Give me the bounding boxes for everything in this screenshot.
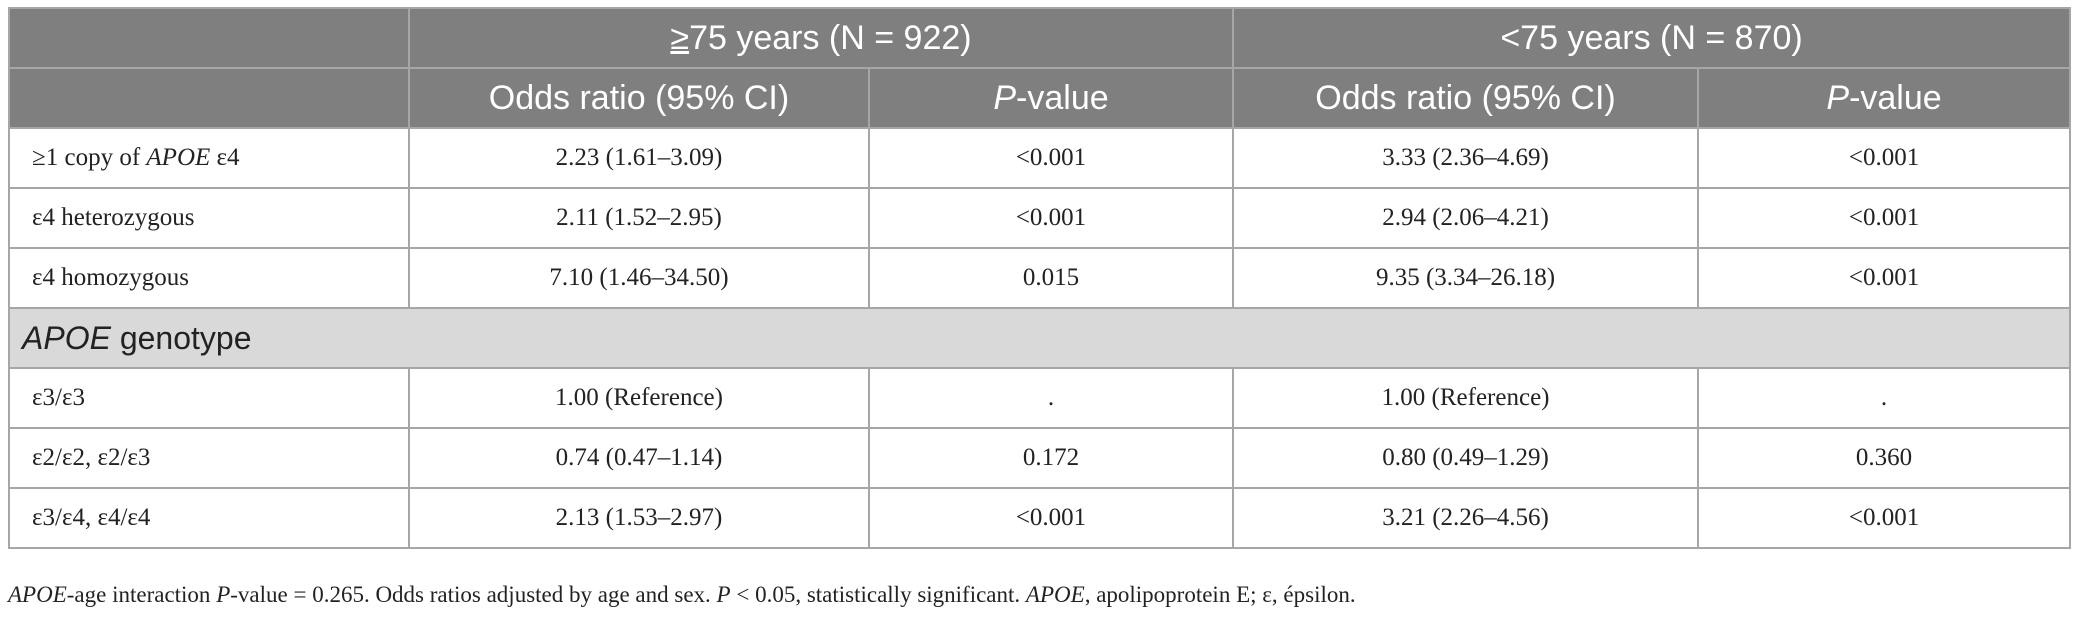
p-value-cell: . bbox=[867, 367, 1235, 429]
row-label: ε3/ε3 bbox=[8, 367, 410, 429]
odds-ratio-cell: 3.33 (2.36–4.69) bbox=[1232, 127, 1700, 189]
p-suffix: -value bbox=[1849, 78, 1942, 117]
odds-ratio-cell: 1.00 (Reference) bbox=[408, 367, 870, 429]
odds-ratio-cell: 2.13 (1.53–2.97) bbox=[408, 487, 870, 549]
section-rest: genotype bbox=[110, 319, 252, 356]
p-value-cell: <0.001 bbox=[1697, 247, 2072, 309]
group2-label: <75 years (N = 870) bbox=[1500, 18, 1803, 57]
header-corner bbox=[8, 7, 410, 69]
p-value-cell: <0.001 bbox=[1697, 187, 2072, 249]
results-table: ≥75 years (N = 922) <75 years (N = 870) … bbox=[7, 7, 2072, 549]
header-row-columns: Odds ratio (95% CI) P-value Odds ratio (… bbox=[8, 67, 2072, 129]
header-odds-ratio-1: Odds ratio (95% CI) bbox=[408, 67, 870, 129]
p-letter: P bbox=[993, 78, 1017, 117]
odds-ratio-cell: 3.21 (2.26–4.56) bbox=[1232, 487, 1700, 549]
p-value-cell: <0.001 bbox=[1697, 127, 2072, 189]
footnote-p: P bbox=[216, 582, 231, 607]
odds-ratio-cell: 2.23 (1.61–3.09) bbox=[408, 127, 870, 189]
p-value-cell: <0.001 bbox=[867, 127, 1235, 189]
label-apoe: APOE bbox=[146, 144, 211, 171]
section-title: APOE genotype bbox=[7, 307, 2072, 369]
p-value-cell: . bbox=[1697, 367, 2072, 429]
footnote-text: < 0.05, statistically significant. bbox=[730, 582, 1026, 607]
p-suffix: -value bbox=[1016, 78, 1109, 117]
odds-ratio-cell: 2.11 (1.52–2.95) bbox=[408, 187, 870, 249]
section-apoe: APOE bbox=[22, 319, 111, 356]
header-row-groups: ≥75 years (N = 922) <75 years (N = 870) bbox=[8, 7, 2072, 69]
p-value-cell: <0.001 bbox=[1697, 487, 2072, 549]
header-odds-ratio-2: Odds ratio (95% CI) bbox=[1232, 67, 1700, 129]
footnote-p: P bbox=[716, 582, 731, 607]
header-p-value-1: P-value bbox=[867, 67, 1235, 129]
odds-ratio-cell: 1.00 (Reference) bbox=[1232, 367, 1700, 429]
table-row: ε4 homozygous 7.10 (1.46–34.50) 0.015 9.… bbox=[8, 247, 2072, 309]
table-footnote: APOE-age interaction P-value = 0.265. Od… bbox=[8, 582, 1356, 608]
table-row: ε2/ε2, ε2/ε3 0.74 (0.47–1.14) 0.172 0.80… bbox=[8, 427, 2072, 489]
header-corner-2 bbox=[8, 67, 410, 129]
odds-ratio-cell: 2.94 (2.06–4.21) bbox=[1232, 187, 1700, 249]
p-letter: P bbox=[1826, 78, 1850, 117]
ge-symbol: ≥ bbox=[670, 18, 690, 57]
table-row: ≥1 copy of APOE ε4 2.23 (1.61–3.09) <0.0… bbox=[8, 127, 2072, 189]
odds-ratio-cell: 7.10 (1.46–34.50) bbox=[408, 247, 870, 309]
row-label: ε4 heterozygous bbox=[8, 187, 410, 249]
p-value-cell: <0.001 bbox=[867, 187, 1235, 249]
table-row: ε3/ε4, ε4/ε4 2.13 (1.53–2.97) <0.001 3.2… bbox=[8, 487, 2072, 549]
footnote-text: -value = 0.265. Odds ratios adjusted by … bbox=[230, 582, 717, 607]
row-label: ≥1 copy of APOE ε4 bbox=[8, 127, 410, 189]
p-value-cell: 0.015 bbox=[867, 247, 1235, 309]
footnote-apoe: APOE bbox=[8, 582, 67, 607]
odds-ratio-cell: 0.74 (0.47–1.14) bbox=[408, 427, 870, 489]
odds-ratio-cell: 0.80 (0.49–1.29) bbox=[1232, 427, 1700, 489]
section-row: APOE genotype bbox=[7, 307, 2072, 369]
odds-ratio-cell: 9.35 (3.34–26.18) bbox=[1232, 247, 1700, 309]
header-group-under-75: <75 years (N = 870) bbox=[1232, 7, 2072, 69]
group1-label: 75 years (N = 922) bbox=[689, 18, 972, 57]
footnote-text: -age interaction bbox=[66, 582, 217, 607]
table-row: ε3/ε3 1.00 (Reference) . 1.00 (Reference… bbox=[8, 367, 2072, 429]
header-p-value-2: P-value bbox=[1697, 67, 2072, 129]
footnote-text: , apolipoprotein E; ε, épsilon. bbox=[1084, 582, 1356, 607]
label-prefix: ≥1 copy of bbox=[32, 144, 147, 171]
header-group-75-plus: ≥75 years (N = 922) bbox=[407, 7, 1235, 69]
p-value-cell: <0.001 bbox=[867, 487, 1235, 549]
row-label: ε2/ε2, ε2/ε3 bbox=[8, 427, 410, 489]
row-label: ε4 homozygous bbox=[8, 247, 410, 309]
p-value-cell: 0.172 bbox=[867, 427, 1235, 489]
table-row: ε4 heterozygous 2.11 (1.52–2.95) <0.001 … bbox=[8, 187, 2072, 249]
p-value-cell: 0.360 bbox=[1697, 427, 2072, 489]
footnote-apoe: APOE bbox=[1025, 582, 1085, 607]
row-label: ε3/ε4, ε4/ε4 bbox=[8, 487, 410, 549]
label-suffix: ε4 bbox=[210, 144, 240, 171]
